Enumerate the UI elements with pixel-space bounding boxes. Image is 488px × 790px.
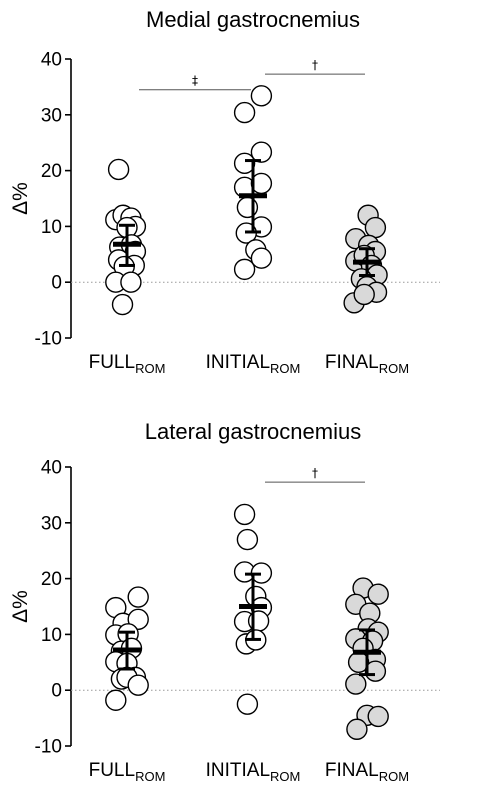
significance-symbol: † bbox=[312, 58, 318, 72]
data-point bbox=[127, 586, 149, 608]
data-point bbox=[127, 608, 149, 631]
data-point bbox=[345, 673, 367, 695]
y-tick-label: 10 bbox=[41, 217, 62, 238]
y-tick-label: 10 bbox=[41, 625, 62, 646]
y-tick-label: 0 bbox=[51, 681, 62, 702]
data-point bbox=[111, 293, 134, 316]
x-category-label: INITIALROM bbox=[206, 760, 301, 784]
data-point bbox=[250, 141, 273, 163]
panel-lateral-gastrocnemius: Lateral gastrocnemius -10 0 10 20 30 40 Δ% FULLR… bbox=[9, 419, 440, 784]
x-category-label: FINALROM bbox=[325, 760, 409, 784]
significance-symbol: † bbox=[312, 466, 318, 480]
data-point bbox=[250, 247, 273, 269]
data-point bbox=[107, 158, 130, 181]
data-point bbox=[236, 693, 259, 715]
x-category-label: FINALROM bbox=[325, 352, 409, 376]
y-tick-label: 40 bbox=[41, 458, 62, 479]
x-category-label: INITIALROM bbox=[206, 352, 301, 376]
y-axis-label: Δ% bbox=[9, 590, 32, 623]
data-point bbox=[233, 503, 256, 526]
significance-symbol: ‡ bbox=[192, 74, 198, 88]
data-point bbox=[364, 660, 387, 682]
data-point bbox=[120, 271, 142, 293]
y-tick-label: -10 bbox=[35, 329, 62, 350]
data-point bbox=[127, 674, 149, 696]
y-tick-label: 20 bbox=[41, 569, 62, 590]
data-point bbox=[367, 583, 389, 605]
x-category-label: FULLROM bbox=[89, 760, 166, 784]
data-point bbox=[236, 528, 259, 551]
data-point bbox=[233, 152, 256, 175]
data-point bbox=[353, 283, 375, 306]
data-point bbox=[346, 718, 368, 740]
chart-title: Medial gastrocnemius bbox=[146, 7, 360, 32]
y-tick-label: 40 bbox=[41, 50, 62, 71]
data-point bbox=[233, 258, 256, 281]
y-tick-label: 30 bbox=[41, 513, 62, 534]
chart-title: Lateral gastrocnemius bbox=[145, 419, 361, 444]
panel-medial-gastrocnemius: Medial gastrocnemius -10 0 10 20 30 40 Δ% FULLRO… bbox=[9, 7, 440, 376]
y-tick-label: 0 bbox=[51, 273, 62, 294]
y-tick-label: 20 bbox=[41, 161, 62, 182]
y-tick-label: 30 bbox=[41, 105, 62, 126]
y-tick-label: -10 bbox=[35, 737, 62, 758]
data-point bbox=[367, 705, 389, 728]
data-point bbox=[364, 216, 387, 239]
data-point bbox=[105, 689, 127, 711]
x-category-label: FULLROM bbox=[89, 352, 166, 376]
data-point bbox=[233, 101, 256, 124]
data-point bbox=[250, 85, 273, 107]
y-axis-label: Δ% bbox=[9, 182, 32, 215]
